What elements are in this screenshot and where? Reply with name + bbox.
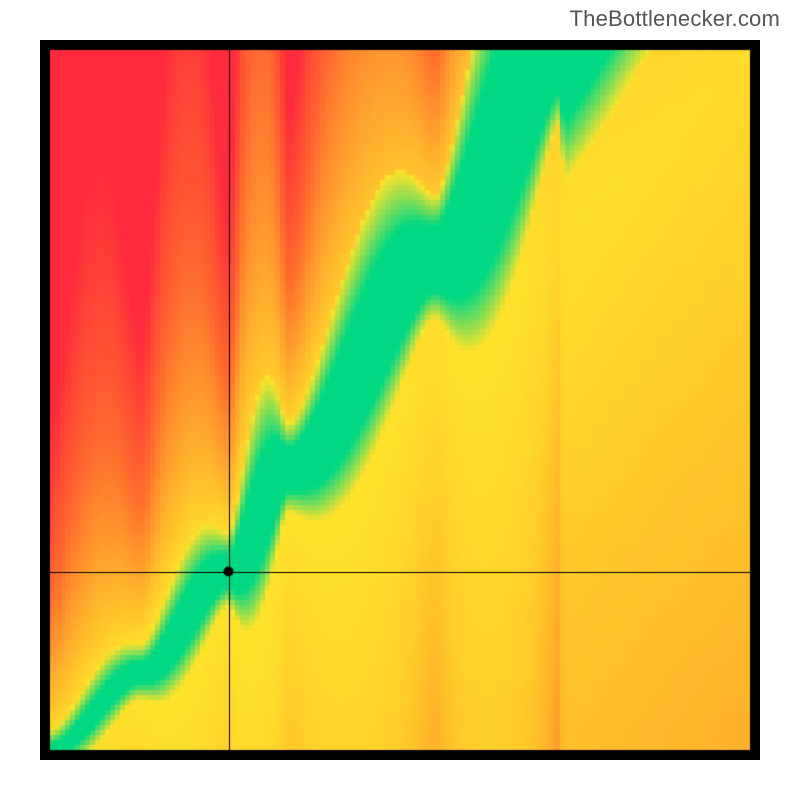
plot-frame xyxy=(40,40,760,760)
heatmap-canvas xyxy=(40,40,760,760)
chart-root: TheBottlenecker.com xyxy=(0,0,800,800)
watermark-text: TheBottlenecker.com xyxy=(570,6,780,32)
